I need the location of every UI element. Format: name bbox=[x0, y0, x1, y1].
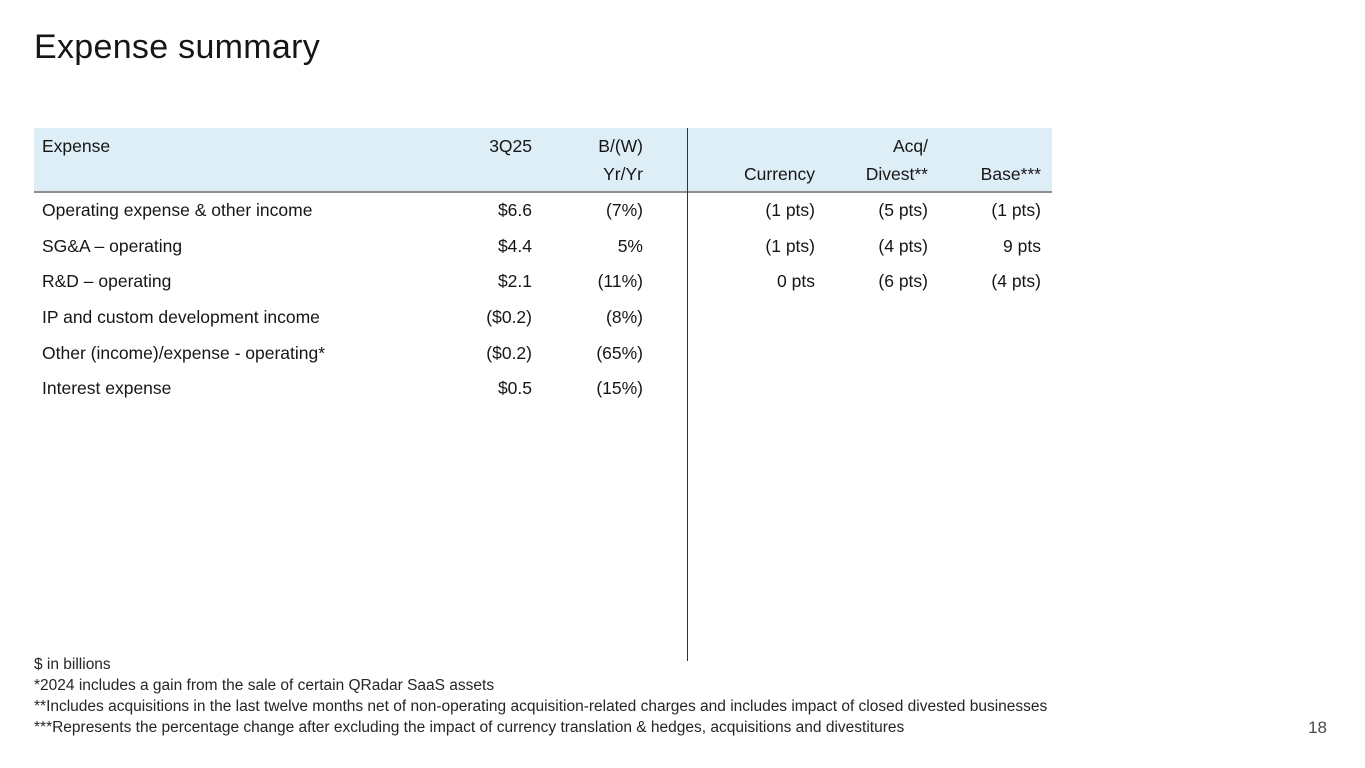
footnote-star2: **Includes acquisitions in the last twel… bbox=[34, 698, 1048, 715]
footnote-units: $ in billions bbox=[34, 656, 111, 673]
row-yryr-value: (8%) bbox=[606, 306, 643, 327]
expense-table: Expense 3Q25 B/(W) Acq/ Yr/Yr Currency D… bbox=[34, 128, 1052, 661]
page-title: Expense summary bbox=[34, 28, 321, 66]
row-yryr-value: (65%) bbox=[596, 342, 643, 363]
row-acq-value: (6 pts) bbox=[878, 271, 928, 292]
row-expense-name: Other (income)/expense - operating* bbox=[42, 342, 326, 363]
row-quarter-value: $6.6 bbox=[497, 200, 532, 221]
row-yryr-value: (7%) bbox=[606, 200, 643, 221]
row-expense-name: R&D – operating bbox=[42, 271, 172, 292]
table-row: R&D – operating $2.1 (11%) 0 pts (6 pts)… bbox=[34, 264, 1052, 300]
row-currency-value: (1 pts) bbox=[765, 200, 815, 221]
table-row: Interest expense $0.5 (15%) bbox=[34, 371, 1052, 407]
row-currency-value: (1 pts) bbox=[765, 235, 815, 256]
header-expense: Expense bbox=[42, 136, 111, 157]
row-yryr-value: (11%) bbox=[597, 271, 643, 292]
row-expense-name: SG&A – operating bbox=[42, 235, 183, 256]
row-base-value: 9 pts bbox=[1003, 235, 1041, 256]
row-base-value: (4 pts) bbox=[991, 271, 1041, 292]
row-quarter-value: $2.1 bbox=[497, 271, 532, 292]
table-row: Other (income)/expense - operating* ($0.… bbox=[34, 335, 1052, 371]
header-bw: B/(W) bbox=[598, 136, 643, 157]
table-row: Operating expense & other income $6.6 (7… bbox=[34, 193, 1052, 229]
row-currency-value: 0 pts bbox=[777, 271, 815, 292]
row-acq-value: (4 pts) bbox=[878, 235, 928, 256]
row-quarter-value: $4.4 bbox=[497, 235, 532, 256]
footnotes: $ in billions *2024 includes a gain from… bbox=[34, 654, 1047, 738]
header-divest: Divest** bbox=[865, 164, 928, 185]
header-base: Base*** bbox=[980, 164, 1041, 185]
row-yryr-value: 5% bbox=[617, 235, 643, 256]
table-row: IP and custom development income ($0.2) … bbox=[34, 300, 1052, 336]
page-number: 18 bbox=[1308, 718, 1327, 737]
row-quarter-value: ($0.2) bbox=[486, 342, 532, 363]
header-quarter: 3Q25 bbox=[489, 136, 532, 157]
row-expense-name: Interest expense bbox=[42, 378, 172, 399]
row-base-value: (1 pts) bbox=[991, 200, 1041, 221]
table-body: Operating expense & other income $6.6 (7… bbox=[34, 193, 1052, 407]
table-header-line-1: Expense 3Q25 B/(W) Acq/ bbox=[34, 133, 1052, 161]
table-header-line-2: Yr/Yr Currency Divest** Base*** bbox=[34, 161, 1052, 189]
row-expense-name: Operating expense & other income bbox=[42, 200, 313, 221]
row-quarter-value: $0.5 bbox=[497, 378, 532, 399]
table-row: SG&A – operating $4.4 5% (1 pts) (4 pts)… bbox=[34, 229, 1052, 265]
row-acq-value: (5 pts) bbox=[878, 200, 928, 221]
row-quarter-value: ($0.2) bbox=[486, 306, 532, 327]
footnote-star1: *2024 includes a gain from the sale of c… bbox=[34, 677, 495, 694]
column-divider-line bbox=[687, 128, 688, 661]
header-yryr: Yr/Yr bbox=[603, 164, 643, 185]
header-currency: Currency bbox=[744, 164, 815, 185]
table-header: Expense 3Q25 B/(W) Acq/ Yr/Yr Currency D… bbox=[34, 128, 1052, 193]
footnote-star3: ***Represents the percentage change afte… bbox=[34, 719, 905, 736]
row-expense-name: IP and custom development income bbox=[42, 306, 320, 327]
header-acq: Acq/ bbox=[892, 136, 928, 157]
row-yryr-value: (15%) bbox=[596, 378, 643, 399]
